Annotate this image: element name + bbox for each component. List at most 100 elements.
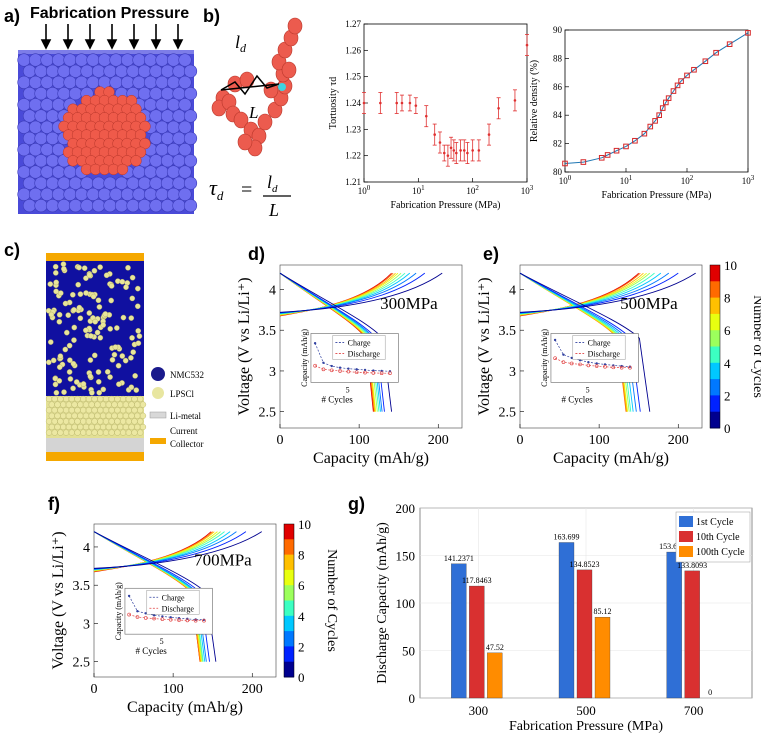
separator-particle	[125, 407, 132, 414]
lpscl-particle	[53, 288, 59, 295]
panel-label-a: a)	[4, 6, 21, 26]
legend-swatch	[679, 516, 693, 527]
lpscl-particle	[129, 274, 136, 281]
blue-particle	[143, 187, 158, 201]
inset-discharge-point	[193, 618, 198, 623]
colorbar-tick: 6	[298, 578, 305, 593]
inset-discharge-point	[152, 616, 156, 621]
blue-particle	[143, 165, 158, 179]
data-point	[362, 101, 366, 105]
y-tick-label: 4	[269, 283, 276, 298]
separator-particle	[128, 412, 135, 419]
separator-particle	[97, 407, 104, 414]
separator-particle	[71, 401, 78, 408]
blue-particle	[160, 176, 175, 190]
blue-particle	[22, 154, 37, 168]
separator-particle	[51, 407, 58, 414]
inset-legend-discharge: Discharge	[162, 604, 195, 613]
blue-particle	[40, 143, 54, 157]
lpscl-particle	[77, 291, 84, 297]
blue-particle	[17, 165, 31, 179]
lpscl-particle	[66, 369, 73, 375]
inset-y-label: Capacity (mAh/g)	[114, 582, 123, 640]
lpscl-particle	[53, 389, 60, 396]
y-tick-label: 1.21	[345, 177, 361, 187]
blue-particle	[40, 187, 54, 201]
data-point	[641, 130, 648, 137]
blue-particle	[97, 187, 112, 201]
separator-particle	[131, 407, 138, 414]
separator-particle	[119, 407, 127, 414]
x-tick-label: 0	[91, 682, 98, 697]
data-point	[659, 105, 666, 111]
charge-curve	[519, 272, 696, 313]
blue-particle	[160, 154, 175, 168]
blue-particle	[155, 98, 169, 112]
pressure-label: 300MPa	[380, 294, 438, 313]
separator-particle	[65, 423, 73, 431]
inset-discharge-point	[363, 370, 367, 375]
separator-particle	[51, 418, 58, 425]
lpscl-particle	[47, 281, 54, 287]
lpscl-particle	[136, 333, 143, 339]
tortuosity-diagram: ld L τd = ld L	[209, 17, 303, 220]
blue-particle	[160, 109, 175, 123]
separator-particle	[71, 412, 78, 419]
blue-particle	[34, 199, 48, 213]
bar	[451, 563, 467, 699]
data-point	[580, 159, 587, 165]
data-point	[408, 101, 412, 105]
separator-particle	[128, 401, 135, 408]
separator-particle	[137, 429, 144, 436]
blue-particle	[166, 165, 181, 179]
blue-particle	[114, 199, 129, 213]
panel-label-b: b)	[203, 6, 220, 26]
colorbar-segment	[284, 524, 294, 540]
inset-discharge-point	[578, 362, 582, 367]
lpscl-particle	[100, 386, 107, 393]
svg-text:ld: ld	[235, 32, 247, 55]
colorbar-frame	[709, 264, 721, 429]
data-point	[424, 114, 428, 118]
separator-particle	[97, 429, 104, 436]
inset-discharge-point	[388, 371, 392, 376]
colorbar-tick: 8	[724, 291, 731, 306]
inset-charge-point	[363, 368, 367, 372]
data-point	[613, 147, 620, 154]
blue-particle	[126, 199, 140, 213]
blue-particle	[28, 187, 43, 201]
blue-particle	[178, 143, 192, 157]
separator-particle	[88, 423, 95, 431]
lpscl-particle	[56, 318, 63, 325]
blue-particle	[109, 53, 123, 67]
blue-particle	[143, 98, 158, 112]
colorbar-segment	[710, 411, 720, 429]
blue-particle	[183, 176, 198, 190]
separator-particle	[114, 407, 121, 414]
frac-num-sub: d	[272, 183, 278, 195]
bar-value-label: 141.2371	[444, 554, 474, 563]
separator-particle	[122, 412, 130, 419]
data-point	[670, 88, 677, 94]
separator-particle	[94, 423, 101, 431]
blue-particle	[126, 64, 140, 78]
y-tick-label: 2.5	[73, 656, 91, 671]
inset-charge-point	[152, 613, 156, 617]
blue-particle	[166, 75, 181, 89]
separator-particle	[119, 418, 127, 425]
separator-particle	[77, 412, 84, 419]
lpscl-particle	[86, 272, 93, 279]
colorbar-segment	[284, 585, 294, 601]
blue-particle	[51, 165, 66, 179]
data-point	[459, 149, 462, 152]
x-tick-label: 500	[576, 703, 596, 718]
lpscl-particle	[70, 360, 77, 367]
y-tick-label: 4	[509, 283, 516, 298]
separator-particle	[54, 412, 61, 419]
data-point	[477, 149, 481, 152]
inset-discharge-point	[354, 370, 359, 375]
blue-particle	[51, 187, 66, 201]
x-tick-exponent: 3	[530, 184, 534, 192]
blue-particle	[183, 154, 198, 168]
chain-particle	[287, 17, 303, 35]
